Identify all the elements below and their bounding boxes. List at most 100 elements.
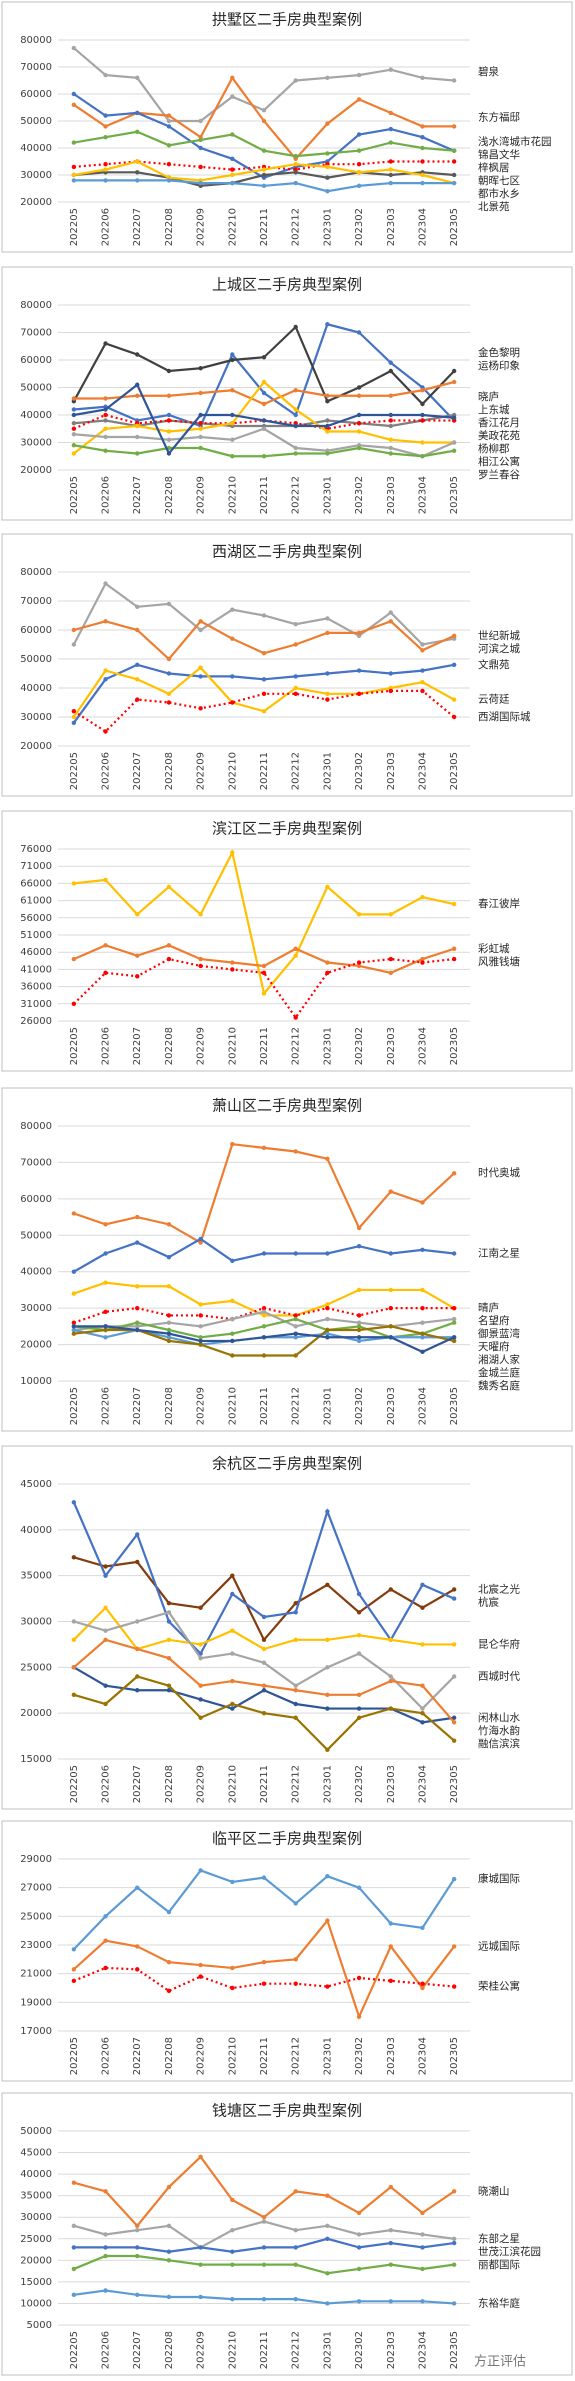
legend-label: 美政花苑	[478, 429, 520, 442]
point	[420, 1320, 425, 1325]
point	[420, 124, 425, 129]
point	[325, 1637, 330, 1643]
point	[71, 720, 77, 725]
point	[293, 674, 298, 679]
legend-label: 碧泉	[478, 65, 499, 78]
point	[103, 2288, 108, 2293]
point	[198, 412, 203, 418]
legend-label: 云荷廷	[478, 694, 510, 706]
point	[388, 2299, 393, 2304]
point	[230, 167, 235, 172]
x-tick-label: 202209	[196, 1387, 207, 1425]
x-tick-label: 202301	[322, 1765, 333, 1803]
point	[388, 619, 393, 624]
x-tick-label: 202208	[164, 1765, 175, 1803]
point	[388, 1335, 393, 1340]
legend-label: 都市水乡	[478, 187, 520, 200]
point	[230, 1628, 235, 1633]
point	[166, 429, 172, 434]
point	[325, 2193, 330, 2198]
point	[230, 156, 235, 161]
point	[166, 1331, 172, 1336]
x-tick-label: 202302	[354, 2037, 365, 2075]
point	[230, 1879, 235, 1885]
x-tick-label: 202304	[417, 208, 428, 246]
legend-label: 世茂江滨花园	[478, 2245, 541, 2258]
y-tick-label: 30000	[20, 170, 52, 181]
point	[135, 178, 140, 183]
point	[198, 426, 203, 431]
x-tick-label: 202301	[322, 2037, 333, 2075]
point	[420, 75, 425, 81]
x-tick-label: 202206	[101, 752, 112, 790]
point	[135, 382, 140, 387]
point	[103, 668, 108, 673]
point	[71, 178, 77, 183]
point	[166, 1688, 172, 1693]
point	[198, 1697, 203, 1702]
point	[166, 2258, 172, 2263]
point	[420, 642, 425, 647]
point	[103, 877, 108, 883]
point	[103, 1605, 108, 1610]
point	[198, 1240, 203, 1245]
x-tick-label: 202205	[69, 2331, 80, 2369]
point	[135, 1320, 140, 1325]
point	[103, 407, 108, 412]
legend-label: 东裕华庭	[478, 2296, 520, 2309]
point	[261, 183, 267, 188]
point	[135, 423, 140, 429]
point	[166, 1313, 172, 1318]
point	[420, 956, 425, 962]
x-tick-label: 202208	[164, 208, 175, 246]
point	[356, 2014, 362, 2019]
point	[293, 685, 298, 691]
point	[420, 1305, 425, 1311]
point	[103, 619, 108, 624]
point	[230, 454, 235, 459]
point	[356, 1287, 362, 1293]
point	[388, 1921, 393, 1926]
point	[71, 1211, 77, 1216]
point	[103, 1573, 108, 1578]
point	[261, 1637, 267, 1643]
point	[325, 418, 330, 423]
point	[451, 1642, 457, 1647]
point	[451, 2189, 457, 2194]
point	[198, 145, 203, 151]
point	[261, 1981, 267, 1986]
x-tick-label: 202302	[354, 1027, 365, 1065]
point	[135, 1944, 140, 1949]
point	[103, 113, 108, 118]
x-tick-label: 202207	[132, 2037, 143, 2075]
point	[293, 1981, 298, 1986]
point	[261, 426, 267, 431]
point	[293, 1683, 298, 1688]
point	[325, 1665, 330, 1670]
point	[103, 1309, 108, 1314]
point	[420, 2245, 425, 2250]
point	[198, 1655, 203, 1661]
point	[166, 437, 172, 442]
y-tick-label: 30000	[20, 1303, 52, 1314]
x-tick-label: 202301	[322, 476, 333, 514]
point	[71, 102, 77, 108]
point	[198, 1302, 203, 1307]
point	[451, 440, 457, 445]
x-tick-label: 202205	[69, 2037, 80, 2075]
point	[198, 390, 203, 396]
point	[356, 912, 362, 917]
point	[103, 943, 108, 948]
x-tick-label: 202209	[196, 752, 207, 790]
point	[451, 78, 457, 83]
y-tick-label: 41000	[20, 964, 52, 975]
panel	[1, 1820, 573, 2082]
x-tick-label: 202304	[417, 1387, 428, 1425]
y-tick-label: 25000	[20, 2234, 52, 2245]
point	[198, 434, 203, 440]
point	[356, 412, 362, 418]
y-tick-label: 80000	[20, 567, 52, 578]
point	[166, 1909, 172, 1915]
point	[293, 1637, 298, 1643]
x-tick-label: 202211	[259, 208, 270, 246]
